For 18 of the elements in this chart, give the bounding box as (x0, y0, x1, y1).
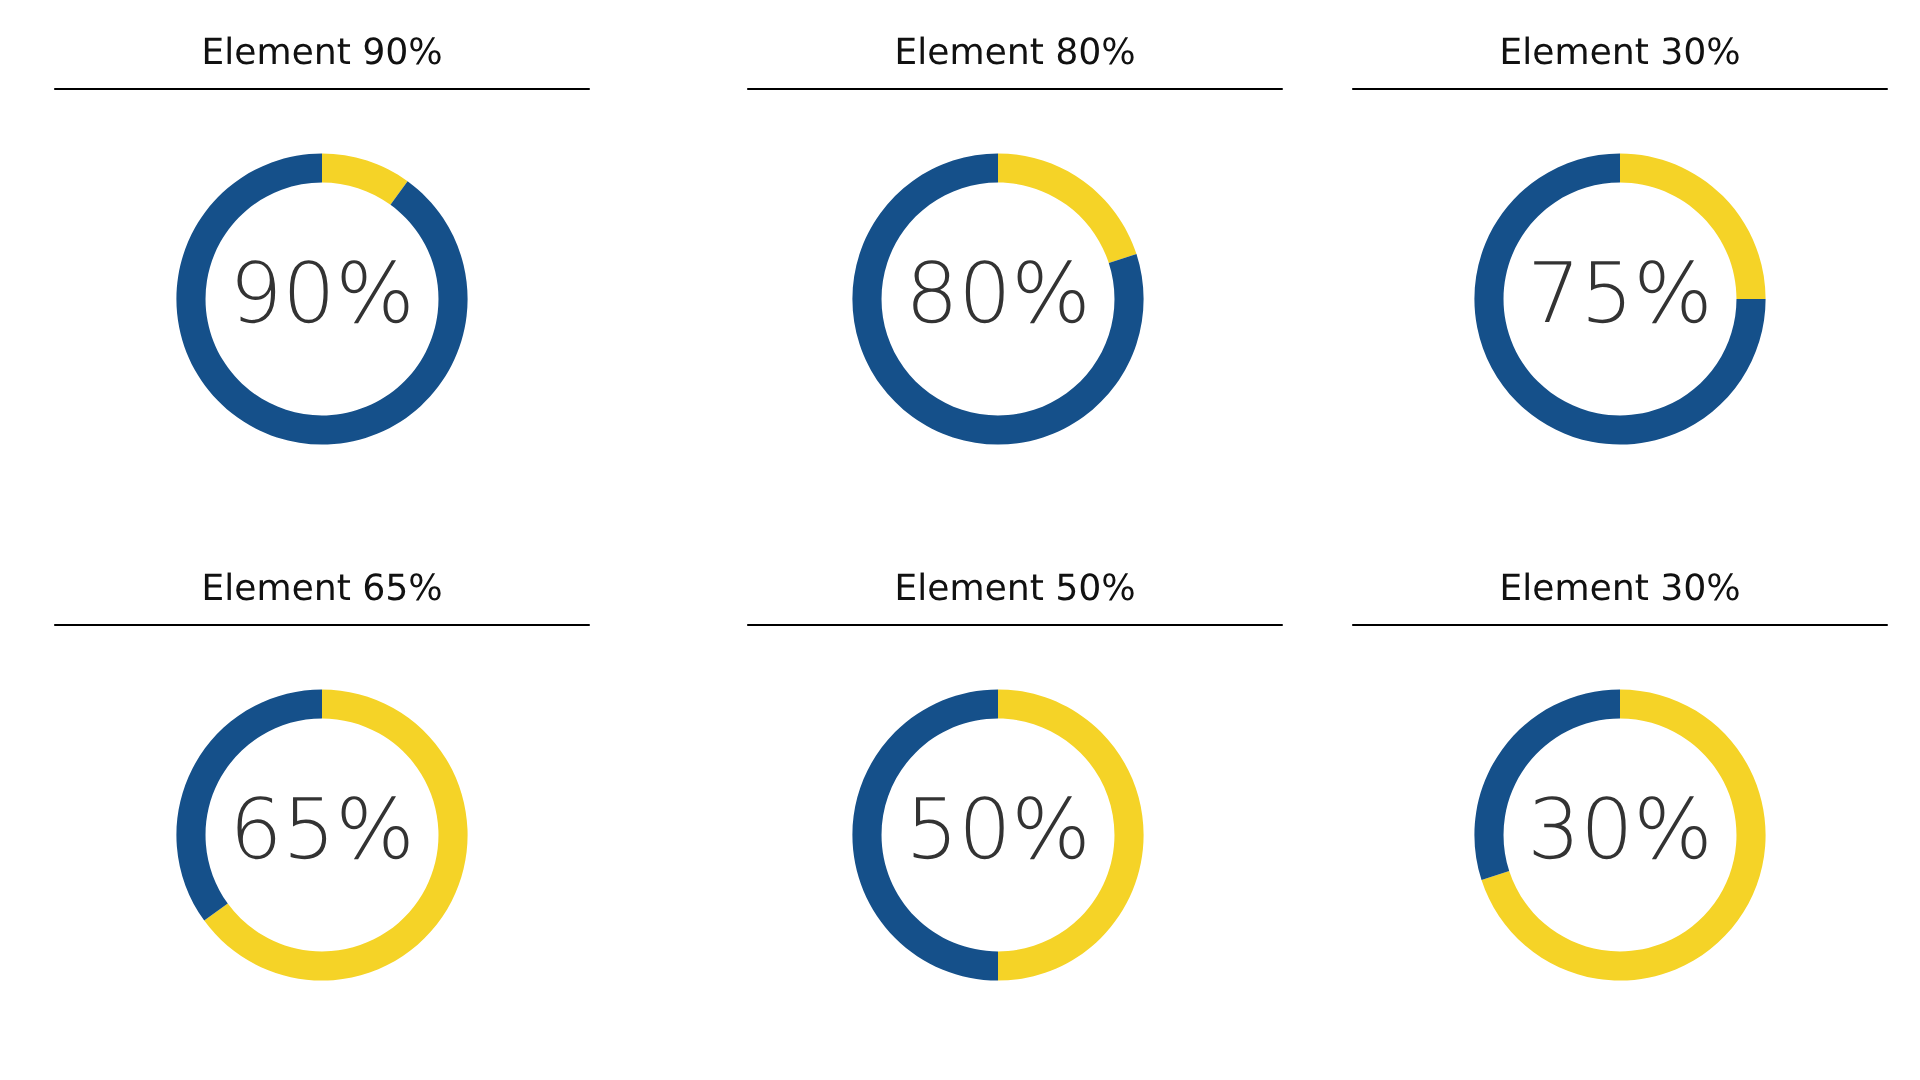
donut-slice (852, 153, 1144, 445)
donut-slice (1474, 153, 1766, 445)
chart-title: Element 80% (897, 36, 1134, 65)
text: 80% (913, 260, 1085, 324)
text: 30% (1533, 796, 1707, 860)
text: 90% (237, 260, 409, 324)
chart-title: Element 65% (204, 572, 441, 601)
donut-slice (1481, 689, 1766, 981)
donut-slice (176, 153, 468, 445)
chart-title: Element 30% (1502, 572, 1739, 601)
chart-title: Element 90% (204, 36, 441, 65)
text: 75% (1534, 260, 1707, 324)
chart-title: Element 30% (1502, 36, 1739, 65)
donut-slice (204, 689, 468, 981)
donut-slice (322, 153, 408, 205)
text: 50% (913, 796, 1085, 860)
chart-title: Element 50% (897, 572, 1134, 601)
text: 65% (237, 796, 409, 860)
